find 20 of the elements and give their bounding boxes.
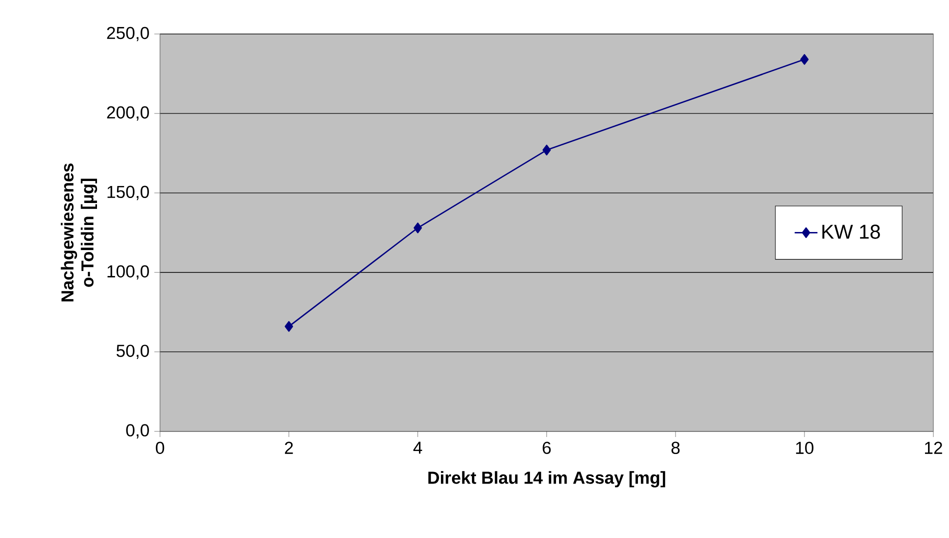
x-tick-label: 4 xyxy=(413,442,422,454)
y-tick-label: 150,0 xyxy=(108,186,149,200)
x-tick-label: 12 xyxy=(925,442,942,454)
point xyxy=(284,321,294,332)
y-tick-label: 50,0 xyxy=(116,344,149,360)
x-tick-label: 2 xyxy=(284,442,293,454)
point xyxy=(542,144,551,156)
x-tick-label: 6 xyxy=(542,442,551,454)
y-tick-label: 0,0 xyxy=(126,424,149,438)
y-tick-label: 200,0 xyxy=(107,106,149,121)
legend-label: KW 18 xyxy=(822,224,880,239)
x-axis-title: Direkt Blau 14 im Assay [mg] xyxy=(428,471,666,488)
point xyxy=(414,222,422,234)
x-tick-label: 8 xyxy=(671,442,680,454)
y-tick-label: 250,0 xyxy=(107,26,149,42)
y-axis-title: Nachgewiesenes o-Tolidin [µg] xyxy=(60,164,98,302)
x-tick-label: 10 xyxy=(796,442,814,454)
point xyxy=(800,54,809,65)
y-tick-label: 100,0 xyxy=(108,265,149,280)
x-tick-label: 0 xyxy=(156,442,164,454)
